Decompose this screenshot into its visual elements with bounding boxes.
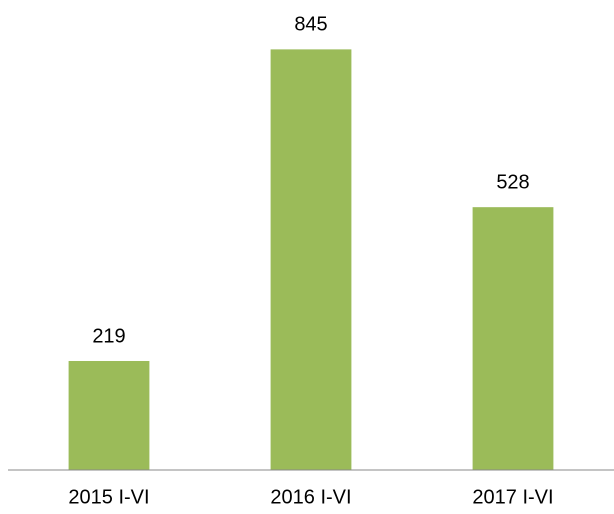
bar <box>68 360 150 470</box>
data-label: 845 <box>294 14 327 36</box>
data-label: 219 <box>92 325 125 347</box>
bar <box>472 207 554 470</box>
x-tick-label: 2016 I-VI <box>270 486 351 508</box>
x-tick-label: 2015 I-VI <box>68 486 149 508</box>
data-label: 528 <box>496 171 529 193</box>
bar <box>270 49 352 470</box>
x-tick-label: 2017 I-VI <box>472 486 553 508</box>
